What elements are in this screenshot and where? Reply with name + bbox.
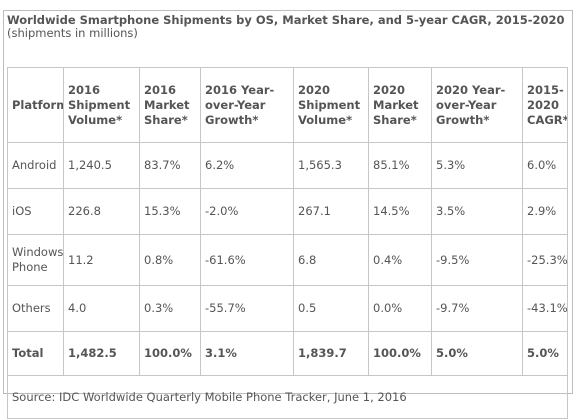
platform-cell: Others <box>7 285 64 332</box>
total-label-cell: Total <box>7 331 64 376</box>
platform-cell: Windows Phone <box>7 234 64 286</box>
platform-cell: iOS <box>7 188 64 235</box>
data-cell: 15.3% <box>139 188 201 235</box>
header-cell: 2020 Shipment Volume* <box>293 67 369 143</box>
header-cell: 2016 Shipment Volume* <box>63 67 140 143</box>
data-cell: 0.4% <box>368 234 432 286</box>
table-title-main: Worldwide Smartphone Shipments by OS, Ma… <box>7 13 565 27</box>
data-cell: 2.9% <box>522 188 568 235</box>
header-row: Platform 2016 Shipment Volume* 2016 Mark… <box>7 67 568 143</box>
total-cell: 5.0% <box>522 331 568 376</box>
data-cell: 0.8% <box>139 234 201 286</box>
data-cell: 0.0% <box>368 285 432 332</box>
data-cell: -25.3% <box>522 234 568 286</box>
header-cell: 2016 Year-over-Year Growth* <box>200 67 294 143</box>
data-cell: 6.8 <box>293 234 369 286</box>
source-note: Source: IDC Worldwide Quarterly Mobile P… <box>7 375 568 419</box>
table-row-ios: iOS 226.8 15.3% -2.0% 267.1 14.5% 3.5% 2… <box>7 188 568 235</box>
data-cell: -9.5% <box>431 234 523 286</box>
platform-cell: Android <box>7 142 64 189</box>
total-cell: 100.0% <box>139 331 201 376</box>
data-cell: -55.7% <box>200 285 294 332</box>
data-cell: 5.3% <box>431 142 523 189</box>
data-cell: -61.6% <box>200 234 294 286</box>
total-cell: 3.1% <box>200 331 294 376</box>
data-cell: 85.1% <box>368 142 432 189</box>
data-cell: 11.2 <box>63 234 140 286</box>
total-cell: 5.0% <box>431 331 523 376</box>
data-cell: -9.7% <box>431 285 523 332</box>
data-cell: 3.5% <box>431 188 523 235</box>
table-row-android: Android 1,240.5 83.7% 6.2% 1,565.3 85.1%… <box>7 142 568 189</box>
header-cell: Platform <box>7 67 64 143</box>
total-cell: 1,482.5 <box>63 331 140 376</box>
data-cell: 267.1 <box>293 188 369 235</box>
data-cell: 83.7% <box>139 142 201 189</box>
data-cell: 226.8 <box>63 188 140 235</box>
table-frame: Worldwide Smartphone Shipments by OS, Ma… <box>3 10 573 419</box>
data-cell: -43.1% <box>522 285 568 332</box>
data-cell: 1,240.5 <box>63 142 140 189</box>
total-cell: 1,839.7 <box>293 331 369 376</box>
table-row-windows-phone: Windows Phone 11.2 0.8% -61.6% 6.8 0.4% … <box>7 234 568 286</box>
data-cell: -2.0% <box>200 188 294 235</box>
header-cell: 2015-2020 CAGR* <box>522 67 568 143</box>
header-cell: 2016 Market Share* <box>139 67 201 143</box>
data-cell: 0.3% <box>139 285 201 332</box>
data-cell: 0.5 <box>293 285 369 332</box>
header-cell: 2020 Year-over-Year Growth* <box>431 67 523 143</box>
data-cell: 14.5% <box>368 188 432 235</box>
header-cell: 2020 Market Share* <box>368 67 432 143</box>
shipments-table: Platform 2016 Shipment Volume* 2016 Mark… <box>7 67 568 419</box>
source-row: Source: IDC Worldwide Quarterly Mobile P… <box>7 375 568 419</box>
table-title-note: (shipments in millions) <box>7 26 138 40</box>
table-row-total: Total 1,482.5 100.0% 3.1% 1,839.7 100.0%… <box>7 331 568 376</box>
data-cell: 4.0 <box>63 285 140 332</box>
total-cell: 100.0% <box>368 331 432 376</box>
data-cell: 1,565.3 <box>293 142 369 189</box>
data-cell: 6.2% <box>200 142 294 189</box>
table-title: Worldwide Smartphone Shipments by OS, Ma… <box>7 14 569 40</box>
data-cell: 6.0% <box>522 142 568 189</box>
table-row-others: Others 4.0 0.3% -55.7% 0.5 0.0% -9.7% -4… <box>7 285 568 332</box>
